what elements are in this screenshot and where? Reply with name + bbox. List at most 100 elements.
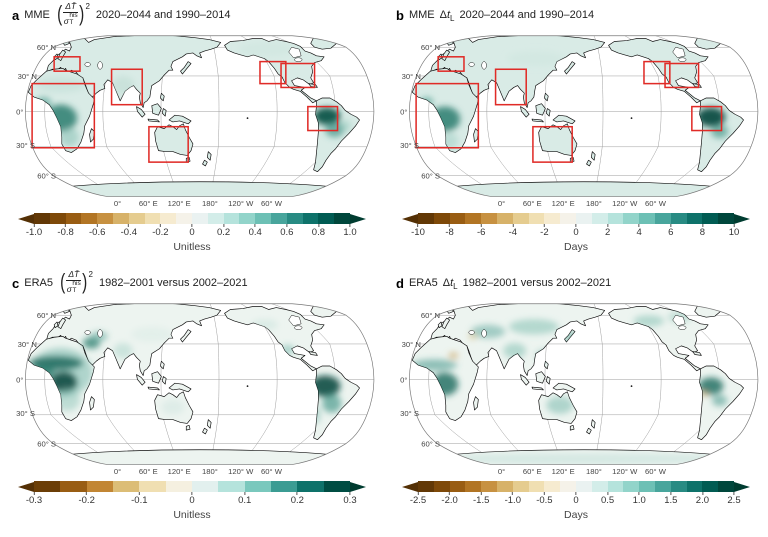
lon-label: 0° [498, 467, 505, 476]
colorbar-segment [160, 213, 177, 224]
colorbar-gradient [418, 213, 734, 224]
red-box [259, 60, 287, 85]
lon-labels: 0° 60° E 120° E 180° 120° W 60° W [114, 199, 283, 208]
formula-denominator: σ his T [67, 281, 81, 295]
lat-label: 60° S [37, 439, 56, 448]
colorbar-segment [481, 481, 497, 492]
lon-label: 120° E [552, 467, 575, 476]
colorbar-segment [623, 481, 640, 492]
colorbar-unit: Days [564, 509, 588, 521]
colorbar-tick: -2.5 [410, 492, 426, 506]
red-box [148, 125, 189, 163]
colorbar-segment [544, 481, 561, 492]
lon-label: 120° W [228, 467, 254, 476]
delta: Δ [439, 9, 447, 21]
lon-label: 60° W [261, 467, 283, 476]
map-svg: 60° N 30° N 0° 30° S 60° S 0° 60° E 120° E 180° 1… [16, 303, 375, 476]
sigma: σ [66, 283, 72, 294]
colorbar-segment [255, 213, 271, 224]
colorbar-segment [112, 481, 140, 492]
lon-labels: 0° 60° E 120° E 180° 120° W 60° W [498, 467, 667, 476]
colorbar-tick-label: 6 [668, 227, 674, 238]
colorbar-right-arrow [734, 481, 750, 492]
inland-seas [84, 314, 303, 338]
snr-formula: ( ΔT̄ σ his T ) 2 [59, 269, 93, 295]
colorbar-tick: -0.8 [57, 224, 74, 238]
highlight-boxes [415, 56, 723, 163]
colorbar-tick-label: -0.3 [25, 495, 43, 506]
colorbar-segment [528, 213, 545, 224]
colorbar-tick: 6 [668, 224, 673, 238]
colorbar-tick-label: 1.5 [664, 495, 678, 506]
world-map: 60° N 30° N 0° 30° S 60° S 0° 60° E 120° E 180° 1… [0, 30, 384, 210]
colorbar-segment [318, 213, 335, 224]
colorbar-segment [218, 481, 245, 492]
red-box [31, 82, 96, 149]
panel-title: c ERA5 ( ΔT̄ σ his T ) 2 1982–2001 versus … [0, 268, 384, 298]
close-paren: ) [82, 269, 88, 294]
red-box [643, 60, 671, 85]
colorbar-tick: 0.1 [238, 492, 251, 506]
colorbar-segment [481, 213, 497, 224]
colorbar-segment [323, 481, 350, 492]
colorbar-segment [639, 481, 655, 492]
colorbar-segment [239, 213, 256, 224]
colorbar-segment [418, 481, 434, 492]
colorbar-tick: 0.2 [291, 492, 304, 506]
colorbar-segment [607, 481, 624, 492]
colorbar-segment [191, 481, 219, 492]
colorbar-tick: 10 [729, 224, 739, 238]
colorbar-right-arrow [350, 213, 366, 224]
lon-label: 120° W [228, 199, 254, 208]
colorbar-tick: -10 [411, 224, 425, 238]
t-variable: t [446, 9, 451, 21]
colorbar-tick-label: -2.5 [409, 495, 427, 506]
lon-label: 180° [202, 199, 218, 208]
colorbar-tick-label: -1.0 [504, 495, 521, 506]
supsub: his T [72, 280, 81, 294]
colorbar-segment [191, 213, 208, 224]
colorbar-tick: -0.6 [89, 224, 105, 238]
colorbar-segment [244, 481, 271, 492]
colorbar-tick-label: 0.2 [216, 227, 231, 238]
colorbar-right-arrow [734, 213, 750, 224]
map-body [25, 35, 374, 197]
world-map: 60° N 30° N 0° 30° S 60° S 0° 60° E 120° E 180° 1… [0, 298, 384, 478]
lon-label: 60° W [261, 199, 283, 208]
lon-labels: 0° 60° E 120° E 180° 120° W 60° W [498, 199, 667, 208]
colorbar-segment [433, 481, 450, 492]
red-box [494, 68, 527, 106]
colorbar-unit: Days [564, 241, 588, 253]
colorbar-segment [496, 213, 513, 224]
colorbar-tick: 0 [573, 492, 579, 506]
colorbar-segment [418, 213, 434, 224]
lon-label: 60° E [523, 467, 542, 476]
red-box [110, 68, 143, 106]
colorbar-segment [65, 213, 82, 224]
colorbar-tick: -0.2 [78, 492, 95, 506]
colorbar-tick-label: 2.0 [695, 495, 709, 506]
colorbar-segment [270, 213, 287, 224]
lat-labels: 60° N 30° N 0° 30° S 60° S [400, 311, 440, 448]
colorbar-tick: -2.0 [441, 492, 458, 506]
map-svg: 60° N 30° N 0° 30° S 60° S 0° 60° E 120° E 180° 1… [400, 35, 759, 208]
colorbar-tick: 0.2 [217, 224, 230, 238]
colorbar-widget: -1.0 -0.8 -0.6 -0.4 -0.2 0 0.2 0.4 0.6 0.8 1.0 Unit… [18, 213, 366, 253]
colorbar-tick-label: -2.0 [441, 495, 458, 506]
lat-label: 0° [16, 375, 23, 384]
colorbar-tick-label: -0.4 [120, 227, 137, 238]
supsub: his T [69, 12, 78, 26]
colorbar-tick-label: 1.0 [343, 227, 357, 238]
formula-exponent: 2 [85, 1, 90, 11]
formula-exponent: 2 [88, 269, 93, 279]
lon-label: 60° E [523, 199, 542, 208]
colorbar-left-arrow [18, 213, 34, 224]
colorbar-tick: 2 [605, 224, 610, 238]
panel-period: 1982–2001 versus 2002–2021 [462, 277, 612, 289]
colorbar-segment [512, 213, 529, 224]
lon-label: 120° E [552, 199, 575, 208]
red-box [437, 56, 465, 72]
world-map: 60° N 30° N 0° 30° S 60° S 0° 60° E 120° E 180° 1… [384, 298, 768, 478]
colorbar-segment [34, 213, 50, 224]
